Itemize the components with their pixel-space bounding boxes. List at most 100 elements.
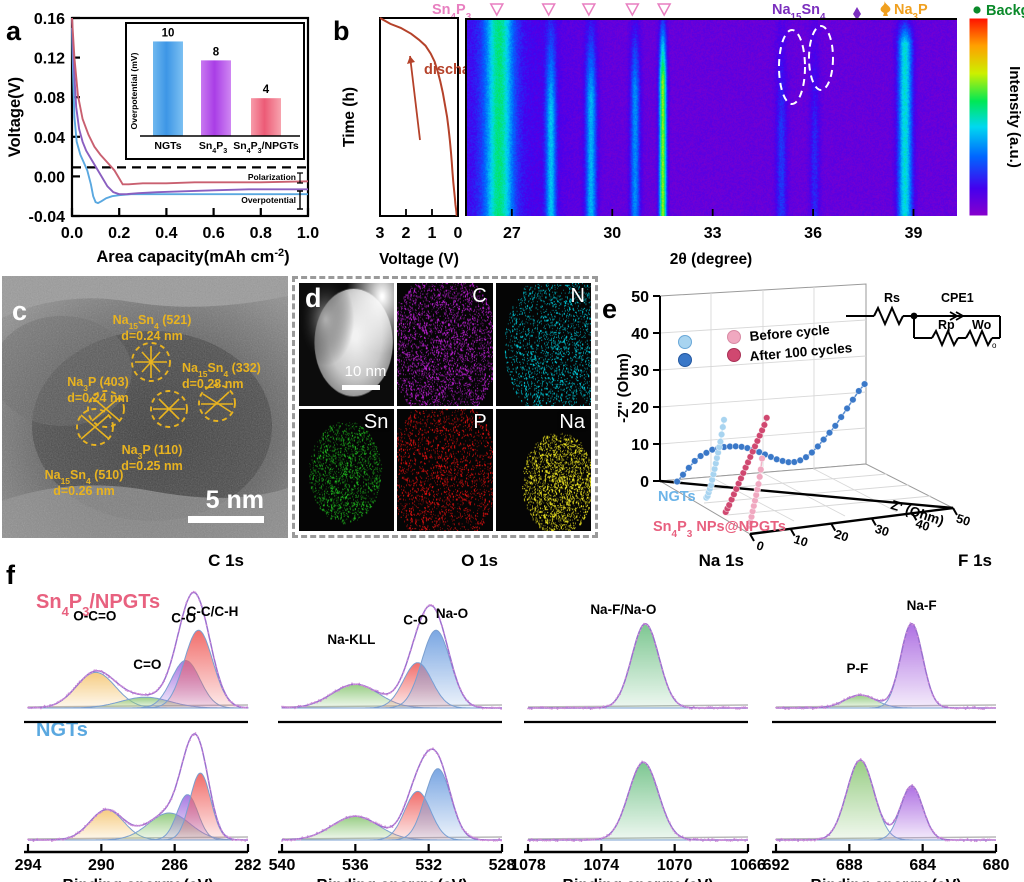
xps-raw-point — [410, 788, 412, 791]
xps-raw-point — [869, 776, 871, 779]
xps-spectrum-F1s-Sn4P3NPGTs: P-F Na-F — [772, 598, 997, 724]
xps-raw-point — [727, 839, 730, 842]
xps-raw-point — [187, 742, 190, 745]
xps-raw-point — [209, 788, 212, 791]
xps-raw-point — [430, 748, 432, 751]
xps-raw-point — [863, 761, 866, 764]
eis-point — [855, 387, 863, 395]
xps-raw-point — [356, 683, 359, 685]
xps-raw-point — [382, 826, 385, 829]
overpotential-bracket-icon — [297, 190, 303, 210]
xps-raw-point — [626, 670, 629, 673]
down-triangle-open-icon-2 — [581, 3, 597, 17]
xps-raw-point — [292, 839, 294, 841]
xps-raw-point — [725, 839, 728, 842]
xps-raw-point — [157, 687, 160, 689]
xps-raw-point — [571, 839, 574, 842]
xps-raw-point — [968, 707, 971, 710]
xps-raw-point — [916, 635, 919, 638]
xps-raw-point — [935, 833, 938, 836]
xps-raw-point — [619, 816, 621, 819]
xps-raw-point — [565, 839, 568, 842]
xps-raw-point — [811, 839, 814, 841]
xps-raw-point — [378, 823, 381, 826]
xps-raw-point — [985, 706, 987, 709]
xps-peak-label-CO: C-O — [403, 613, 428, 628]
xps-raw-point — [918, 797, 921, 800]
panel-a-y-tick-label: 0.04 — [34, 130, 65, 147]
xps-raw-point — [386, 827, 388, 829]
xps-x-tick-label: 532 — [415, 857, 442, 874]
xps-raw-point — [115, 812, 118, 815]
panel-a-x-tick-label: 1.0 — [297, 225, 319, 242]
xps-raw-point — [52, 839, 55, 842]
xps-raw-point — [156, 815, 158, 818]
xps-raw-point — [178, 774, 180, 777]
xps-raw-point — [227, 699, 230, 702]
xps-raw-point — [806, 706, 809, 708]
xps-raw-point — [628, 664, 631, 667]
xps-raw-point — [308, 703, 311, 706]
xps-raw-point — [185, 601, 188, 604]
xps-raw-point — [117, 683, 120, 686]
xps-raw-point — [38, 838, 40, 841]
xps-raw-point — [224, 693, 226, 696]
xps-raw-point — [157, 814, 160, 817]
xps-raw-point — [679, 705, 682, 707]
xps-raw-point — [532, 707, 535, 709]
xps-raw-point — [983, 708, 985, 711]
eis-point — [825, 429, 834, 437]
xps-xlabel-1: Binding energy (eV) — [316, 877, 467, 882]
xps-raw-point — [863, 695, 866, 697]
panel-e-z-ticks: 0 10 20 30 40 50 — [749, 507, 972, 554]
xps-raw-point — [811, 708, 814, 710]
xps-raw-point — [137, 824, 140, 827]
xps-raw-point — [800, 707, 803, 710]
xps-raw-point — [400, 811, 403, 814]
xps-raw-point — [663, 808, 666, 811]
xps-raw-point — [703, 707, 706, 710]
xps-raw-point — [926, 675, 928, 678]
xps-raw-point — [446, 647, 449, 650]
xps-raw-point — [28, 838, 31, 841]
xps-raw-point — [646, 764, 649, 767]
legend-label-before-cycle: Before cycle — [749, 322, 831, 344]
xps-raw-point — [843, 698, 845, 701]
down-triangle-open-icon-4 — [656, 3, 672, 17]
panel-e-z-tick — [952, 507, 958, 516]
xps-raw-point — [654, 780, 656, 783]
xps-raw-point — [292, 705, 294, 708]
xps-raw-point — [386, 693, 388, 696]
xps-raw-point — [942, 706, 945, 709]
xps-raw-point — [467, 833, 469, 835]
panel-e-z-tick — [749, 533, 755, 542]
xps-raw-point — [310, 835, 313, 838]
xps-raw-point — [942, 837, 945, 840]
panel-a-x-tick-label: 0.2 — [108, 225, 130, 242]
xps-raw-point — [966, 837, 969, 840]
xps-raw-point — [69, 692, 72, 695]
xps-raw-point — [635, 768, 638, 770]
xps-raw-point — [122, 686, 125, 689]
xps-raw-point — [551, 708, 553, 710]
xps-raw-point — [643, 622, 645, 625]
xps-raw-point — [530, 708, 533, 711]
xps-raw-point — [793, 838, 796, 840]
xps-raw-point — [681, 704, 684, 707]
xps-raw-point — [589, 838, 592, 841]
xps-raw-point — [351, 816, 353, 818]
equivalent-circuit-diagram: Rs CPE1 Rp Wo o — [846, 291, 1001, 350]
xps-raw-point — [874, 699, 877, 702]
xps-raw-point — [606, 834, 609, 836]
panel-c-scalebar-label: 5 nm — [206, 486, 264, 514]
hrtem-annotation-phase-0: Na15Sn4 (521) — [113, 313, 192, 331]
xps-raw-point — [375, 821, 377, 824]
xps-raw-point — [402, 671, 405, 674]
xps-raw-point — [935, 700, 938, 702]
xps-raw-point — [902, 797, 904, 800]
xps-raw-point — [170, 798, 173, 800]
highlight-ellipse-2 — [808, 25, 834, 91]
xps-raw-point — [562, 707, 564, 710]
